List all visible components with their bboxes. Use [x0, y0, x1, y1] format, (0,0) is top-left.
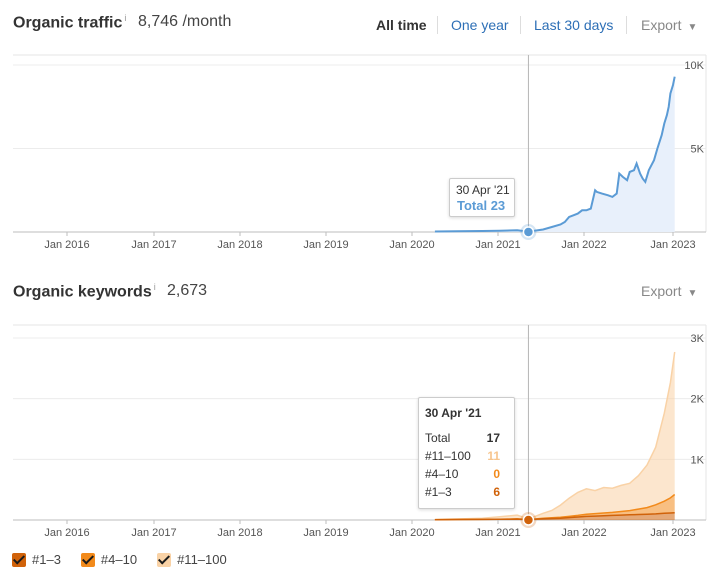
traffic-area-fill	[434, 76, 675, 232]
series-line	[434, 351, 676, 521]
legend-item[interactable]: #1–3	[12, 552, 61, 567]
range-all-time[interactable]: All time	[376, 17, 427, 33]
tooltip-date: 30 Apr '21	[425, 406, 482, 420]
series-area	[434, 512, 675, 520]
y-tick-label: 5K	[691, 144, 705, 156]
info-icon[interactable]: i	[153, 282, 156, 292]
y-tick-label: 10K	[684, 60, 704, 72]
x-tick-label: Jan 2018	[217, 239, 262, 251]
series-area	[434, 352, 675, 520]
caret-down-icon: ▼	[687, 288, 698, 299]
checkbox-icon[interactable]	[12, 552, 26, 567]
traffic-title-text: Organic traffic	[13, 14, 123, 32]
y-tick-label: 1K	[691, 454, 705, 466]
keywords-hover	[520, 325, 537, 528]
x-tick-label: Jan 2018	[217, 527, 262, 539]
range-last-30-days[interactable]: Last 30 days	[534, 17, 614, 33]
traffic-value: 8,746 /month	[138, 13, 232, 30]
keywords-tooltip: 30 Apr '21 Total 17 #11–100 11 #4–10 0 #1–3 6	[418, 397, 515, 509]
checkbox-icon[interactable]	[157, 552, 172, 567]
keywords-title: Organic keywords i	[13, 282, 156, 301]
x-tick-label: Jan 2016	[44, 239, 89, 251]
keywords-y-axis: 3K 2K 1K	[691, 333, 705, 466]
x-tick-label: Jan 2023	[650, 527, 695, 539]
tooltip-row-label: #1–3	[425, 485, 452, 499]
legend-item[interactable]: #11–100	[157, 552, 227, 567]
y-tick-label: 2K	[691, 394, 705, 406]
traffic-y-axis: 10K 5K	[684, 60, 704, 156]
x-tick-label: Jan 2019	[303, 527, 348, 539]
legend: #1–3 #4–10 #11–100	[12, 552, 227, 567]
hover-point	[522, 226, 535, 238]
hover-point	[522, 514, 535, 526]
keywords-grid	[13, 324, 707, 521]
range-divider	[626, 16, 627, 34]
x-tick-label: Jan 2017	[131, 527, 176, 539]
traffic-export-button[interactable]: Export ▼	[641, 17, 697, 33]
tooltip-row-value: 17	[486, 431, 500, 445]
keywords-value: 2,673	[167, 282, 208, 299]
traffic-title: Organic traffic i	[13, 13, 126, 32]
tooltip-row-label: Total	[425, 431, 451, 445]
tooltip-total: Total 23	[457, 198, 506, 213]
tooltip-row-label: #4–10	[425, 467, 459, 481]
tooltip-date: 30 Apr '21	[456, 183, 510, 197]
export-label: Export	[641, 283, 682, 299]
traffic-tooltip: 30 Apr '21 Total 23	[449, 178, 515, 217]
traffic-chart: Jan 2016 Jan 2017 Jan 2018 Jan 2019 Jan 2020…	[13, 54, 707, 251]
tooltip-row-value: 0	[493, 467, 500, 481]
range-one-year[interactable]: One year	[451, 17, 509, 33]
series-area	[434, 494, 675, 520]
checkbox-icon[interactable]	[80, 552, 95, 567]
export-label: Export	[641, 17, 682, 33]
range-divider	[520, 16, 521, 34]
legend-label: #11–100	[177, 552, 227, 567]
x-tick-label: Jan 2017	[131, 239, 176, 251]
keywords-export-button[interactable]: Export ▼	[641, 283, 697, 299]
tooltip-row-label: #11–100	[425, 449, 471, 463]
x-tick-label: Jan 2020	[389, 239, 434, 251]
legend-label: #4–10	[100, 552, 138, 567]
legend-item[interactable]: #4–10	[80, 552, 138, 567]
x-tick-label: Jan 2021	[475, 239, 520, 251]
info-icon[interactable]: i	[124, 13, 127, 23]
y-tick-label: 3K	[691, 333, 705, 345]
keywords-chart: Jan 2016 Jan 2017 Jan 2018 Jan 2019 Jan 2020…	[13, 324, 707, 539]
x-tick-label: Jan 2016	[44, 527, 89, 539]
tooltip-row-value: 6	[493, 485, 500, 499]
x-tick-label: Jan 2020	[389, 527, 434, 539]
series-line	[434, 511, 675, 521]
traffic-line	[434, 76, 676, 233]
keywords-x-axis: Jan 2016 Jan 2017 Jan 2018 Jan 2019 Jan 2020…	[44, 520, 696, 539]
traffic-area	[434, 76, 676, 233]
caret-down-icon: ▼	[687, 22, 698, 33]
x-tick-label: Jan 2022	[561, 239, 606, 251]
x-tick-label: Jan 2022	[561, 527, 606, 539]
legend-label: #1–3	[32, 552, 61, 567]
x-tick-label: Jan 2021	[475, 527, 520, 539]
traffic-x-axis: Jan 2016 Jan 2017 Jan 2018 Jan 2019 Jan 2020…	[44, 232, 696, 251]
range-divider	[437, 16, 438, 34]
keywords-title-text: Organic keywords	[13, 283, 152, 301]
traffic-hover	[520, 55, 537, 240]
tooltip-row-value: 11	[487, 449, 500, 463]
x-tick-label: Jan 2023	[650, 239, 695, 251]
keywords-areas	[434, 351, 676, 521]
x-tick-label: Jan 2019	[303, 239, 348, 251]
